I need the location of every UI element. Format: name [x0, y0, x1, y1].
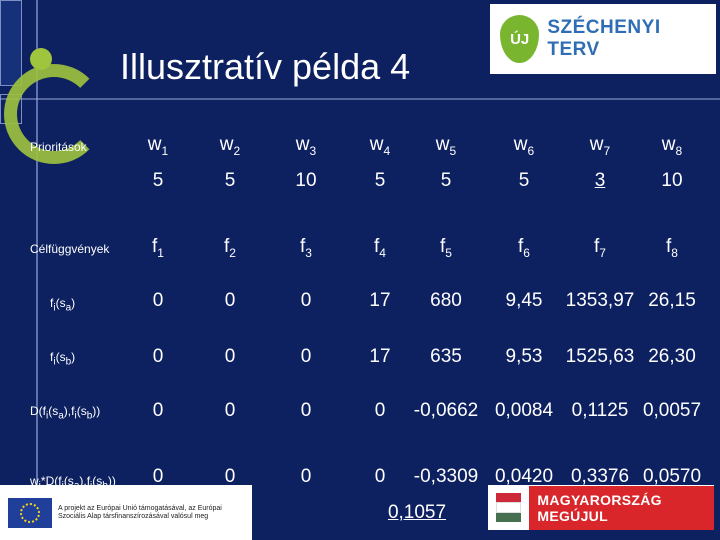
weight-value-4: 5 — [374, 170, 386, 191]
decor-green-dot — [30, 48, 52, 70]
fi-sa-value-7: 1353,97 — [565, 290, 635, 311]
total-value: 0,1057 — [387, 502, 447, 523]
fi-sa-value-4: 17 — [369, 290, 391, 311]
weight-value-2: 5 — [224, 170, 236, 191]
weight-header-1: w1 — [147, 134, 169, 158]
objective-header-4: f4 — [374, 236, 386, 260]
logo-pin-icon: ÚJ — [500, 15, 540, 63]
fi-sb-value-4: 17 — [369, 346, 391, 367]
d-value-3: 0 — [300, 400, 312, 421]
decor-line-vertical — [36, 0, 38, 540]
fi-sb-value-3: 0 — [300, 346, 312, 367]
fi-sa-value-8: 26,15 — [648, 290, 696, 311]
weight-header-3: w3 — [295, 134, 317, 158]
weight-value-8: 10 — [661, 170, 683, 191]
d-value-1: 0 — [152, 400, 164, 421]
wd-value-2: 0 — [224, 466, 236, 487]
weight-value-7: 3 — [594, 170, 606, 191]
fi-sa-value-1: 0 — [152, 290, 164, 311]
objective-header-6: f6 — [518, 236, 530, 260]
weight-header-6: w6 — [513, 134, 535, 158]
objective-header-5: f5 — [440, 236, 452, 260]
d-value-6: 0,0084 — [494, 400, 554, 421]
objective-header-7: f7 — [594, 236, 606, 260]
objective-header-3: f3 — [300, 236, 312, 260]
fi-sb-value-1: 0 — [152, 346, 164, 367]
weight-value-3: 10 — [295, 170, 317, 191]
logo-bottom-right-text: MAGYARORSZÁG MEGÚJUL — [529, 485, 714, 530]
row-label-d: D(fi(sa),fi(sb)) — [30, 404, 101, 422]
objective-header-2: f2 — [224, 236, 236, 260]
fi-sb-value-5: 635 — [430, 346, 462, 367]
decor-box-top — [0, 0, 22, 86]
logo-top-text: SZÉCHENYI TERV — [547, 17, 661, 60]
objective-header-8: f8 — [666, 236, 678, 260]
fi-sa-value-3: 0 — [300, 290, 312, 311]
weight-header-5: w5 — [435, 134, 457, 158]
magyarorszag-megujul-logo: MAGYARORSZÁG MEGÚJUL — [488, 485, 714, 530]
wd-value-7: 0,3376 — [570, 466, 630, 487]
wd-value-6: 0,0420 — [494, 466, 554, 487]
row-label-fi-sa: fi(sa) — [50, 296, 76, 314]
row-label-priorities: Prioritások — [30, 140, 87, 154]
wd-value-8: 0,0570 — [642, 466, 702, 487]
fi-sb-value-8: 26,30 — [648, 346, 696, 367]
d-value-2: 0 — [224, 400, 236, 421]
weight-header-4: w4 — [369, 134, 391, 158]
fi-sa-value-5: 680 — [430, 290, 462, 311]
weight-value-1: 5 — [152, 170, 164, 191]
d-value-8: 0,0057 — [642, 400, 702, 421]
wd-value-5: -0,3309 — [413, 466, 479, 487]
fi-sb-value-2: 0 — [224, 346, 236, 367]
row-label-fi-sb: fi(sb) — [50, 350, 76, 368]
weight-header-7: w7 — [589, 134, 611, 158]
weight-value-5: 5 — [440, 170, 452, 191]
fi-sa-value-6: 9,45 — [505, 290, 543, 311]
wd-value-4: 0 — [374, 466, 386, 487]
d-value-5: -0,0662 — [413, 400, 479, 421]
fi-sb-value-7: 1525,63 — [565, 346, 635, 367]
eu-logo: A projekt az Európai Unió támogatásával,… — [0, 485, 252, 540]
weight-header-8: w8 — [661, 134, 683, 158]
decor-line-horizontal — [0, 98, 720, 100]
slide-title: Illusztratív példa 4 — [120, 46, 411, 87]
logo-badge: ÚJ — [510, 30, 530, 48]
weight-value-6: 5 — [518, 170, 530, 191]
hungarian-flag-icon — [496, 492, 522, 523]
d-value-4: 0 — [374, 400, 386, 421]
eu-logo-text: A projekt az Európai Unió támogatásával,… — [58, 504, 222, 520]
eu-flag-icon — [8, 497, 52, 528]
fi-sa-value-2: 0 — [224, 290, 236, 311]
wd-value-3: 0 — [300, 466, 312, 487]
row-label-objectives: Célfüggvények — [30, 242, 110, 256]
d-value-7: 0,1125 — [571, 400, 629, 421]
wd-value-1: 0 — [152, 466, 164, 487]
fi-sb-value-6: 9,53 — [505, 346, 543, 367]
szechenyi-terv-logo: ÚJ SZÉCHENYI TERV — [490, 4, 716, 74]
objective-header-1: f1 — [152, 236, 164, 260]
weight-header-2: w2 — [219, 134, 241, 158]
